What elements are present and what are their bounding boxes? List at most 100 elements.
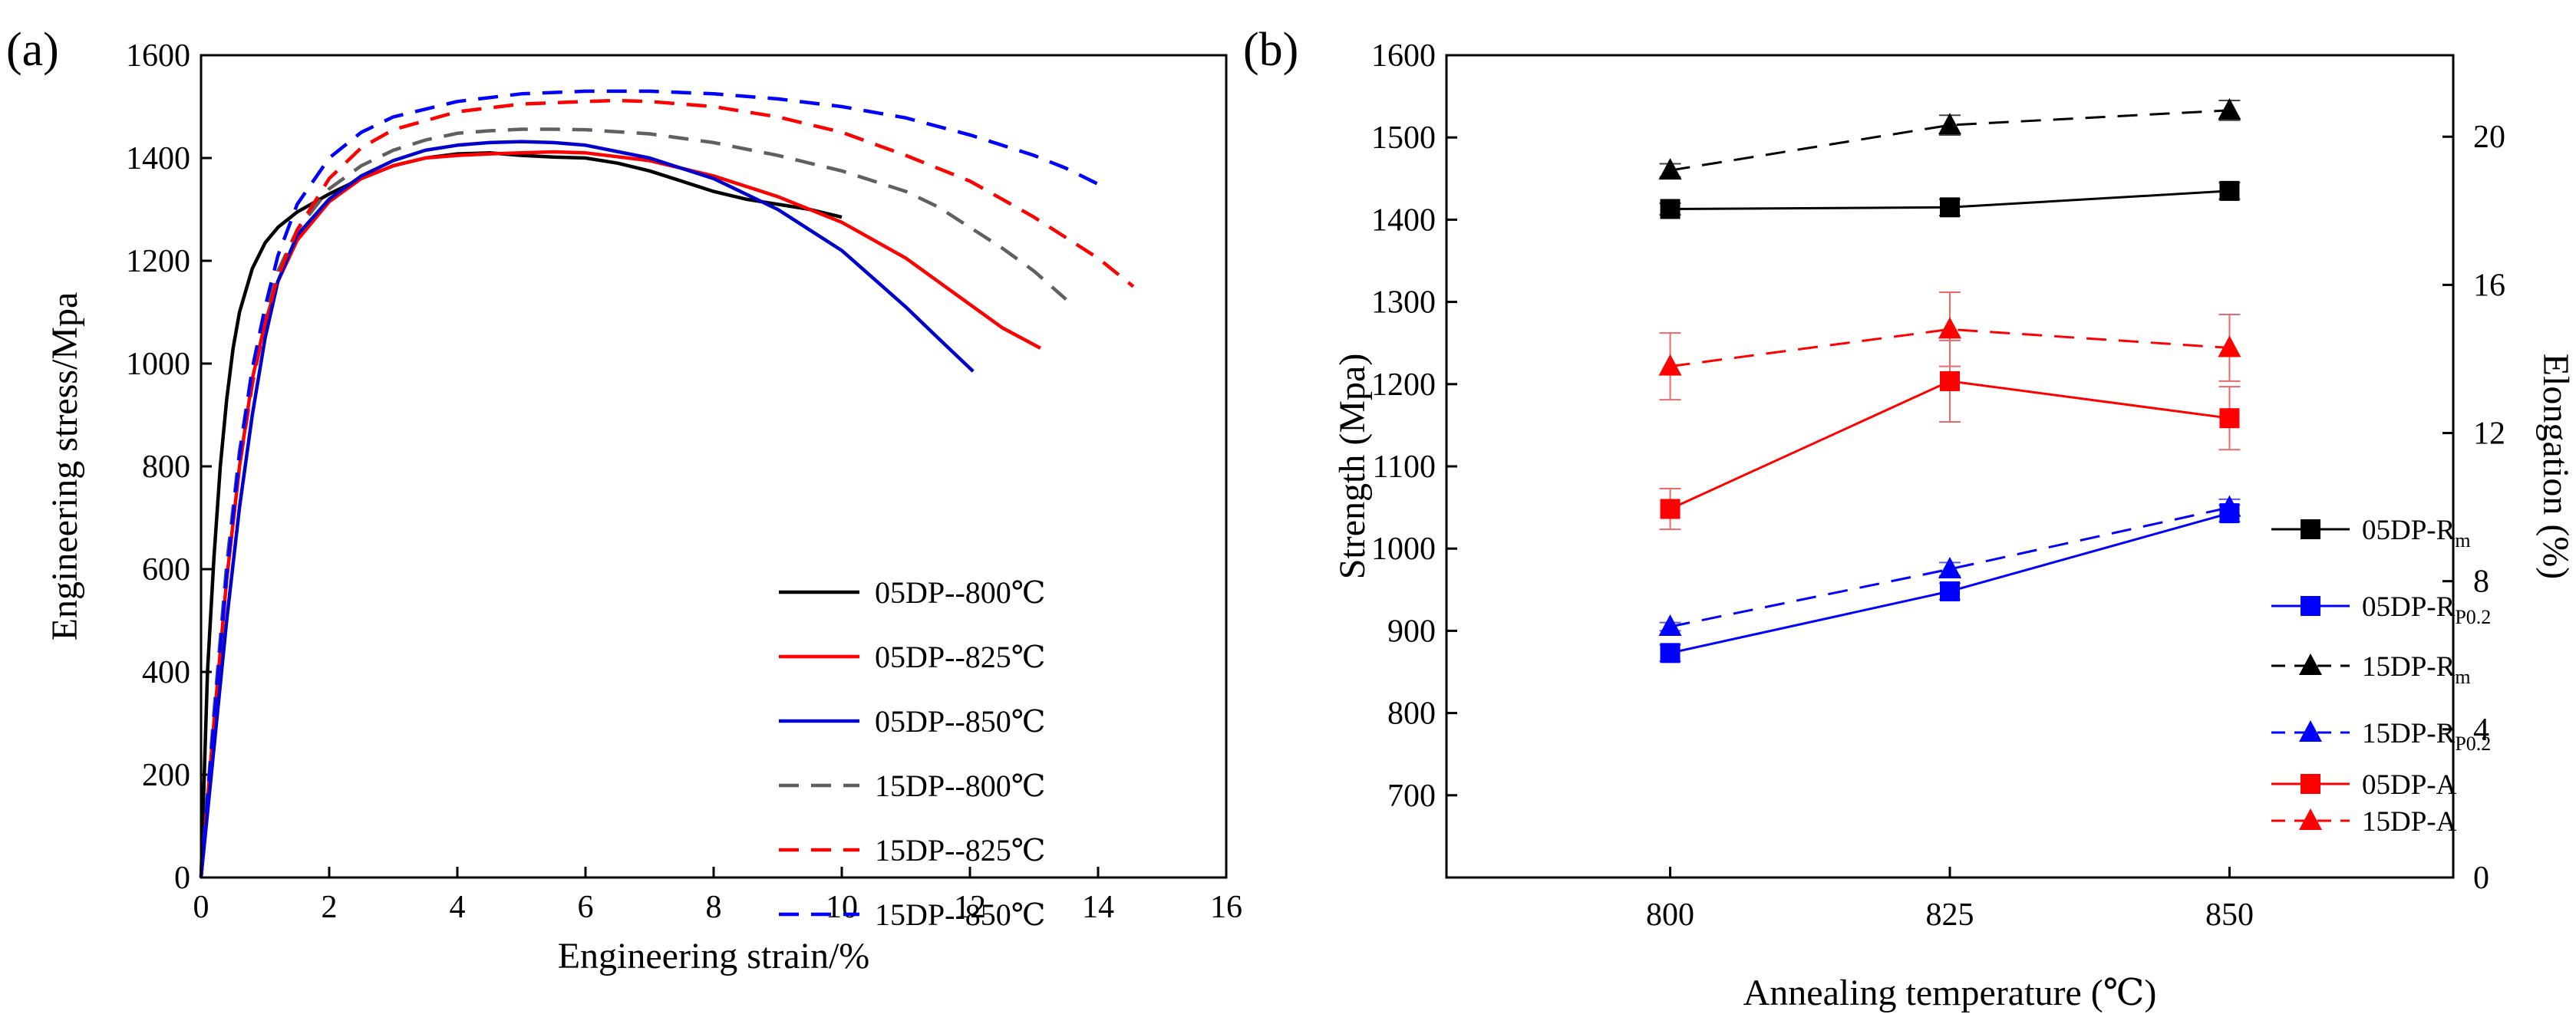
b-y-tick-label-1600: 1600 [1371,38,1436,74]
marker-05dp-r-p0-2-800 [1660,643,1681,663]
y-tick-label-600: 600 [142,552,190,588]
marker-15dp-r-p0-2-850 [2218,495,2241,517]
legend-label-15dp-a: 15DP-A [2362,806,2457,838]
series-line-15dp-a [1670,328,2230,368]
x-tick-label-16: 16 [1210,890,1242,925]
b-y-tick-label-900: 900 [1387,614,1436,649]
marker-15dp-a-850 [2218,335,2241,357]
b-y-tick-label-1100: 1100 [1373,449,1436,485]
x-tick-label-10: 10 [826,890,858,925]
series-line-15dp-850 [199,89,1109,878]
b-y-tick-label-1000: 1000 [1371,532,1436,567]
legend-label-15dp-r-p0-2: 15DP-RP0.2 [2362,718,2491,755]
y-tick-label-800: 800 [142,449,190,485]
legend-subscript-15dp-r-p0-2: P0.2 [2455,733,2491,755]
panel-a-label: (a) [6,24,59,76]
legend-label-15dp-825: 15DP--825℃ [875,833,1046,868]
b-y2-tick-label-4: 4 [2473,713,2489,748]
panel-a-legend: 05DP--800℃ 05DP--825℃ 05DP--850℃ 15DP--800℃… [779,575,1046,932]
panel-b-label: (b) [1243,24,1298,76]
legend-label-15dp-r-m: 15DP-Rm [2362,651,2471,688]
legend-marker-05dp-a [2301,774,2320,794]
legend-label-05dp-a: 05DP-A [2362,769,2457,801]
y-tick-label-1400: 1400 [126,141,190,176]
panel-b-x-axis-title: Annealing temperature (℃) [1743,973,2157,1013]
legend-subscript-15dp-r-m: m [2455,666,2470,688]
panel-b-plot-frame [1445,54,2455,879]
b-y-tick-label-1300: 1300 [1371,285,1436,321]
panel-b-annealing-chart: (b) 800 825 850 700 800 900 1000 1100 1200 1300 14… [1243,24,2576,1013]
marker-05dp-r-m-800 [1660,199,1681,219]
marker-05dp-a-825 [1940,370,1960,391]
series-line-05dp-850 [199,140,975,878]
legend-marker-15dp-r-m [2299,654,2322,675]
x-tick-label-12: 12 [954,890,986,925]
x-tick-label-8: 8 [706,890,722,925]
panel-b-legend: 05DP-A 15DP-A 05DP-Rm 05DP-RP0.2 15DP-Rm 15DP… [2271,515,2491,838]
legend-marker-05dp-r-m [2301,519,2320,539]
marker-15dp-r-p0-2-825 [1938,557,1961,578]
marker-15dp-r-p0-2-800 [1658,614,1682,637]
marker-15dp-r-m-800 [1658,158,1682,180]
panel-a-stress-strain-chart: (a) 0 2 4 6 8 10 12 14 16 0 200 400 600 800 1000 1200 14… [6,24,1242,976]
marker-15dp-a-800 [1658,354,1682,376]
legend-subscript-05dp-r-p0-2: P0.2 [2455,606,2491,628]
panel-a-plot-frame [200,54,1228,879]
panel-a-y-axis-title: Engineering stress/Mpa [45,292,85,641]
marker-15dp-a-825 [1938,317,1961,339]
b-x-tick-label-825: 825 [1926,897,1974,933]
b-x-tick-label-850: 850 [2205,897,2254,933]
series-line-15dp-800 [199,127,1067,878]
b-y-tick-label-1500: 1500 [1371,120,1436,156]
y-tick-label-400: 400 [142,655,190,690]
legend-label-05dp-r-p0-2: 05DP-RP0.2 [2362,591,2491,628]
legend-label-05dp-800: 05DP--800℃ [875,575,1046,610]
b-y-tick-label-800: 800 [1387,696,1436,732]
marker-05dp-a-850 [2219,408,2240,429]
marker-05dp-r-m-850 [2219,180,2240,201]
marker-15dp-r-m-850 [2218,97,2241,120]
panel-a-ticks: 0 2 4 6 8 10 12 14 16 0 200 400 600 800 1000 1200 1400 16… [126,38,1242,925]
b-y-tick-label-1400: 1400 [1371,202,1436,238]
y-tick-label-1000: 1000 [126,347,190,382]
y-tick-label-200: 200 [142,758,190,793]
marker-05dp-r-m-825 [1940,197,1960,218]
x-tick-label-4: 4 [450,890,466,925]
panel-a-x-axis-title: Engineering strain/% [558,936,870,976]
series-line-15dp-r-m [1670,109,2230,172]
panel-b-y-axis-title: Strength (Mpa) [1332,354,1373,580]
y-tick-label-0: 0 [174,861,190,896]
b-x-tick-label-800: 800 [1646,897,1694,933]
panel-b-y2-axis-title: Elongation (%) [2535,354,2576,580]
legend-marker-15dp-a [2299,808,2322,830]
b-y2-tick-label-20: 20 [2473,120,2505,155]
legend-label-05dp-825: 05DP--825℃ [875,640,1046,674]
marker-05dp-r-p0-2-825 [1940,581,1960,601]
legend-subscript-05dp-r-m: m [2455,529,2470,552]
legend-marker-05dp-r-p0-2 [2301,596,2320,616]
y-tick-label-1600: 1600 [126,38,190,74]
panel-b-series-group [1658,97,2241,663]
legend-label-05dp-r-m: 05DP-Rm [2362,515,2471,552]
panel-b-ticks: 800 825 850 700 800 900 1000 1100 1200 1300 1400 15… [1371,38,2505,933]
panel-a-series-group [199,89,1135,878]
b-y2-tick-label-0: 0 [2473,861,2489,896]
legend-marker-15dp-r-p0-2 [2299,720,2322,742]
series-line-05dp-800 [199,151,843,878]
b-y-tick-label-700: 700 [1387,779,1436,814]
b-y2-tick-label-12: 12 [2473,417,2505,452]
marker-05dp-a-800 [1660,499,1681,519]
x-tick-label-6: 6 [578,890,594,925]
b-y2-tick-label-16: 16 [2473,268,2505,303]
legend-label-15dp-800: 15DP--800℃ [875,769,1046,803]
x-tick-label-0: 0 [193,890,209,925]
series-line-15dp-825 [199,98,1135,878]
legend-label-05dp-850: 05DP--850℃ [875,704,1046,739]
b-y-tick-label-1200: 1200 [1371,367,1436,403]
x-tick-label-14: 14 [1082,890,1114,925]
marker-15dp-r-m-825 [1938,113,1961,135]
y-tick-label-1200: 1200 [126,244,190,279]
legend-label-15dp-850: 15DP--850℃ [875,897,1046,932]
b-y2-tick-label-8: 8 [2473,565,2489,600]
